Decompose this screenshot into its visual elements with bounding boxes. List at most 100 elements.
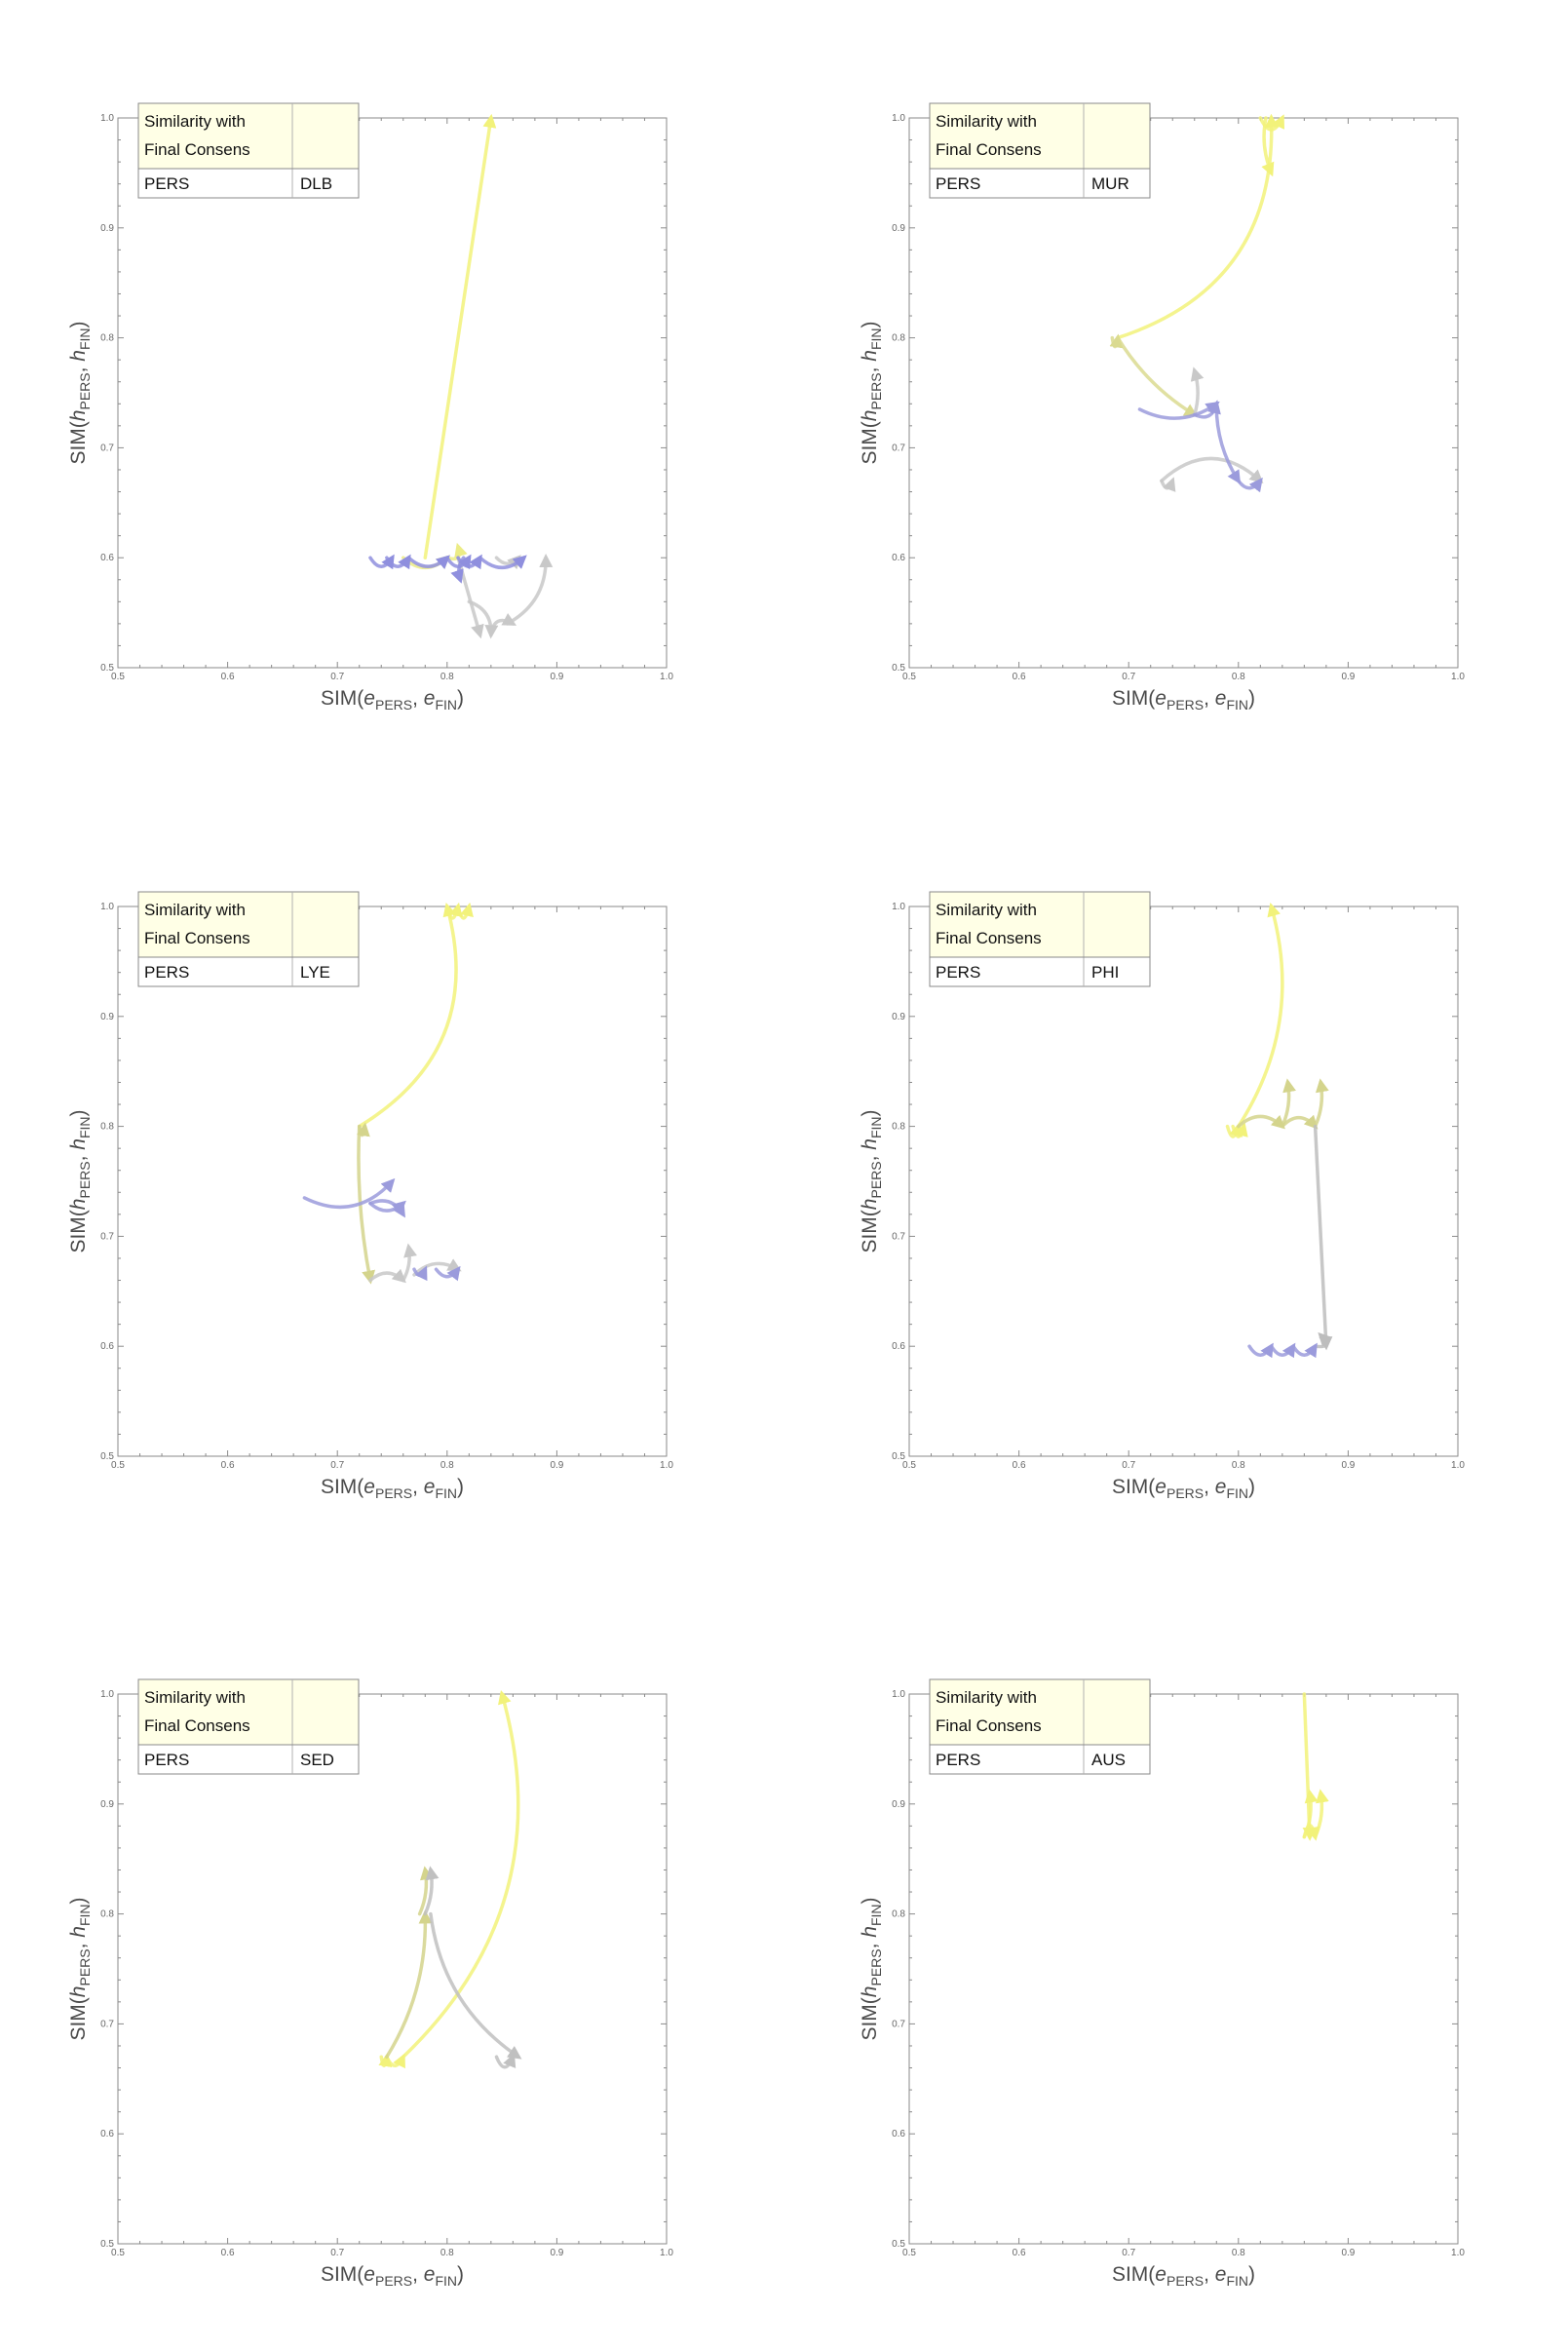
chart-panel-lye: 0.5 0.6 0.7 0.8 0.9 1.0 0.5 0.6 0.7 0.8 0.9 1.0 SIM(… [67, 891, 673, 1501]
x-axis-title-prefix: SIM( [1112, 687, 1155, 710]
y-axis-title: SIM(hPERS, hFIN) [859, 1897, 884, 2040]
series-path-group [1302, 1692, 1329, 1841]
legend-title-line1: Similarity with [936, 901, 1037, 919]
x-axis-title-sub2: FIN [435, 697, 457, 713]
trajectory-arc [1190, 366, 1205, 417]
y-tick-label: 0.9 [100, 1799, 114, 1810]
legend-frame [137, 1678, 360, 1775]
chart-panel-dlb: 0.5 0.6 0.7 0.8 0.9 1.0 0.5 0.6 0.7 0.8 0.9 1.0 SIM(… [67, 102, 673, 713]
series-path-group [1109, 333, 1199, 417]
x-axis-title-sub2: FIN [1226, 1485, 1248, 1501]
y-axis-title-sub1: PERS [868, 372, 884, 409]
x-axis-title-suffix: ) [457, 1476, 464, 1498]
y-tick-label: 0.7 [100, 1231, 114, 1242]
y-axis-title-prefix: SIM( [859, 1210, 881, 1253]
y-tick-label: 0.5 [100, 2239, 114, 2250]
trajectory-arc [423, 1866, 440, 1916]
y-axis-title-prefix: SIM( [67, 421, 90, 464]
y-axis-title-var1: h [859, 1986, 881, 1998]
x-axis-title-var2: e [1215, 687, 1227, 710]
x-tick-label: 0.5 [111, 672, 125, 682]
legend-frame [929, 891, 1151, 987]
y-tick-label: 0.9 [892, 1012, 905, 1022]
trajectory-arc [1160, 456, 1264, 484]
x-axis-title-prefix: SIM( [1112, 2263, 1155, 2286]
x-tick-label: 0.6 [221, 1460, 235, 1471]
y-axis-title-sep: , [859, 362, 881, 373]
x-axis-title-prefix: SIM( [1112, 1476, 1155, 1498]
trajectory-arc [385, 1909, 433, 2059]
legend-title-line2: Final Consens [144, 140, 250, 159]
x-tick-label: 0.7 [1122, 672, 1135, 682]
legend-frame [929, 102, 1151, 199]
y-tick-label: 0.5 [892, 1451, 905, 1462]
x-tick-label: 0.6 [221, 672, 235, 682]
trajectory-arc [1237, 477, 1263, 493]
y-axis-title-sub1: PERS [77, 1161, 93, 1198]
x-tick-label: 0.5 [902, 2248, 916, 2258]
series-path-group [423, 1866, 522, 2069]
x-axis-title: SIM(ePERS, eFIN) [321, 1476, 464, 1501]
y-tick-label: 0.5 [892, 663, 905, 674]
x-axis-title-sub1: PERS [375, 2273, 412, 2289]
x-tick-label: 0.9 [1341, 2248, 1355, 2258]
y-axis-title-sub1: PERS [77, 372, 93, 409]
x-axis-title-sub2: FIN [1226, 2273, 1248, 2289]
trajectory-arc [456, 554, 482, 570]
y-tick-label: 0.6 [892, 553, 905, 563]
trajectory-arc [434, 1265, 461, 1282]
legend-row-left: PERS [936, 963, 980, 982]
series-path-group [1116, 113, 1285, 340]
chart-panel-aus: 0.5 0.6 0.7 0.8 0.9 1.0 0.5 0.6 0.7 0.8 0.9 1.0 SIM(… [859, 1678, 1465, 2289]
trajectory-arc [1214, 402, 1242, 484]
x-axis-title-sep: , [1204, 1476, 1215, 1498]
x-axis-title-var2: e [1215, 1476, 1227, 1498]
y-tick-label: 0.7 [100, 443, 114, 453]
x-axis-title: SIM(ePERS, eFIN) [321, 687, 464, 713]
trajectory-arc [412, 1265, 428, 1282]
y-tick-label: 0.6 [892, 2129, 905, 2139]
legend-header-bg [138, 892, 359, 957]
y-axis-title-var1: h [859, 410, 881, 422]
series-path-group [385, 1866, 434, 2059]
series-path-group [368, 554, 527, 584]
x-tick-label: 0.7 [1122, 2248, 1135, 2258]
legend-title-line2: Final Consens [144, 1716, 250, 1735]
y-tick-label: 0.9 [892, 223, 905, 234]
y-tick-label: 1.0 [100, 113, 114, 124]
x-axis-title-sep: , [412, 2263, 424, 2286]
legend-title-line1: Similarity with [144, 901, 246, 919]
legend-title-line1: Similarity with [936, 112, 1037, 131]
x-tick-label: 0.7 [330, 2248, 344, 2258]
x-axis-title: SIM(ePERS, eFIN) [1112, 2263, 1255, 2289]
y-axis-title-var2: h [859, 1926, 881, 1938]
y-axis-title-sep: , [67, 1150, 90, 1162]
trajectory-arc [1313, 1789, 1329, 1839]
y-axis-title-var1: h [67, 410, 90, 422]
trajectory-arc [406, 555, 450, 569]
y-axis-title-sub1: PERS [77, 1948, 93, 1985]
legend-row-right: LYE [300, 963, 330, 982]
trajectory-arc [456, 556, 484, 639]
y-axis-title-sub1: PERS [868, 1161, 884, 1198]
plot-frame [908, 1693, 1459, 2245]
y-axis-title-suffix: ) [67, 321, 90, 328]
trajectory-arc [402, 1243, 417, 1283]
x-tick-label: 0.6 [221, 2248, 235, 2258]
x-axis-title-var1: e [363, 2263, 375, 2286]
chart-panel-phi: 0.5 0.6 0.7 0.8 0.9 1.0 0.5 0.6 0.7 0.8 0.9 1.0 SIM(… [859, 891, 1465, 1501]
trajectory-arc [456, 902, 474, 920]
trajectory-arc [385, 554, 411, 570]
x-tick-label: 0.9 [550, 2248, 563, 2258]
y-axis-title-sub2: FIN [868, 328, 884, 350]
trajectory-arc [1237, 902, 1284, 1129]
legend: Similarity with Final Consens PERS LYE [137, 891, 360, 987]
y-axis-title-sub2: FIN [77, 1116, 93, 1138]
x-tick-label: 0.8 [440, 1460, 454, 1471]
trajectory-arc [302, 1177, 396, 1210]
trajectory-arc [423, 113, 497, 559]
x-tick-label: 0.6 [1013, 2248, 1026, 2258]
legend: Similarity with Final Consens PERS PHI [929, 891, 1151, 987]
y-axis-title-var1: h [67, 1986, 90, 1998]
